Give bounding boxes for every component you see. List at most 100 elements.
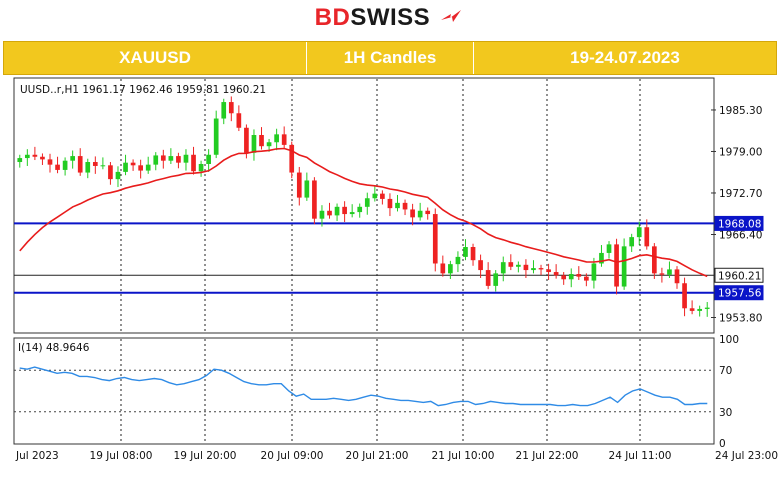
candle-body: [500, 262, 506, 274]
logo-arrow-icon: [441, 10, 462, 22]
y-tick-label: 1966.40: [719, 229, 762, 241]
candle-body: [77, 156, 83, 173]
candle-body: [553, 272, 559, 276]
candle-body: [387, 198, 393, 209]
candle-body: [281, 134, 287, 145]
candle-body: [183, 154, 189, 163]
candle-body: [108, 165, 113, 180]
y-axis-ticks: 1985.30 1979.00 1972.70 1966.40 1953.80: [711, 105, 762, 325]
candle-body: [296, 172, 302, 198]
candle-body: [523, 264, 529, 271]
y-tick-label: 1972.70: [719, 188, 762, 200]
candle-body: [380, 193, 385, 199]
y-tick-label: 1953.80: [719, 313, 762, 325]
x-tick-label: 20 Jul 21:00: [346, 450, 409, 462]
banner-dates: 19-24.07.2023: [570, 48, 680, 67]
candle-body: [70, 156, 75, 161]
candle-body: [266, 142, 272, 147]
candle-body: [160, 155, 166, 161]
candle-body: [485, 270, 491, 286]
moving-average-line: [19, 147, 708, 278]
candle-body: [92, 162, 98, 166]
candle-body: [100, 165, 106, 167]
rsi-level-lines: [14, 369, 714, 413]
candle-body: [516, 264, 521, 267]
candle-body: [568, 274, 574, 280]
x-axis-ticks: Jul 2023 19 Jul 08:00 19 Jul 20:00 20 Jul 0…: [15, 450, 778, 462]
candle-body: [697, 308, 703, 311]
candle-body: [153, 155, 159, 165]
candle-body: [357, 206, 363, 213]
candle-body: [138, 165, 143, 171]
candle-body: [538, 268, 544, 270]
price-panel-frame: [13, 77, 715, 334]
candle-body: [342, 206, 347, 215]
candle-body: [304, 180, 310, 198]
candle-body: [327, 210, 332, 216]
candle-body: [55, 164, 60, 170]
candle-body: [213, 118, 219, 155]
candle-body: [130, 162, 136, 166]
chart-info-label: UUSD..r,H1 1961.17 1962.46 1959.81 1960.…: [20, 84, 266, 96]
candle-body: [191, 154, 196, 172]
candle-body: [32, 154, 38, 157]
candle-body: [40, 156, 45, 160]
rsi-line: [19, 366, 708, 407]
candle-body: [85, 162, 91, 173]
candle-body: [168, 156, 174, 161]
candle-body: [470, 247, 476, 261]
rsi-tick-label: 70: [719, 365, 732, 377]
candle-body: [659, 273, 665, 275]
title-banner: XAUUSD 1H Candles 19-24.07.2023: [3, 41, 777, 75]
candle-body: [244, 127, 249, 153]
candle-body: [606, 244, 612, 253]
candle-body: [591, 263, 597, 281]
level-label: 1960.21: [718, 270, 761, 282]
candle-body: [410, 209, 415, 218]
candle-body: [448, 264, 453, 274]
candle-body: [289, 144, 295, 173]
candle-body: [493, 273, 499, 286]
candle-body: [614, 244, 619, 287]
candle-body: [629, 237, 635, 247]
level-label: 1968.08: [718, 218, 761, 230]
candle-body: [576, 274, 582, 277]
candle-body: [115, 171, 121, 180]
x-tick-label: 19 Jul 20:00: [174, 450, 237, 462]
candle-body: [251, 135, 257, 153]
level-label-box: [714, 267, 764, 283]
candle-body: [395, 202, 400, 209]
level-label: 1957.56: [718, 288, 762, 300]
x-tick-label: 24 Jul 23:00: [715, 450, 778, 462]
candle-body: [584, 276, 589, 281]
candle-body: [334, 206, 340, 216]
candle-body: [372, 193, 378, 199]
candle-body: [228, 102, 234, 114]
rsi-panel-frame: [13, 337, 715, 445]
brand-logo: BDSWISS: [0, 4, 780, 34]
candle-body: [599, 252, 604, 264]
candle-body: [349, 212, 355, 215]
candle-body: [432, 214, 438, 264]
candle-body: [621, 246, 627, 287]
candle-body: [546, 269, 551, 273]
candle-body: [652, 246, 657, 274]
candle-body: [508, 262, 514, 267]
candle-body: [561, 275, 567, 280]
candle-body: [259, 135, 264, 147]
rsi-tick-label: 30: [719, 407, 732, 419]
candle-body: [674, 269, 680, 284]
candle-body: [198, 163, 204, 172]
y-tick-label: 1985.30: [719, 105, 762, 117]
candle-body: [644, 227, 650, 247]
rsi-axis-ticks: 100 70 30 0: [719, 334, 739, 450]
level-label-box: [714, 215, 764, 231]
candle-body: [145, 164, 151, 171]
candle-body: [417, 210, 423, 218]
rsi-tick-label: 100: [719, 334, 739, 346]
x-tick-label: Jul 2023: [15, 450, 59, 462]
candle-body: [704, 307, 710, 309]
price-level-lines: [14, 222, 714, 294]
candle-body: [236, 113, 242, 128]
